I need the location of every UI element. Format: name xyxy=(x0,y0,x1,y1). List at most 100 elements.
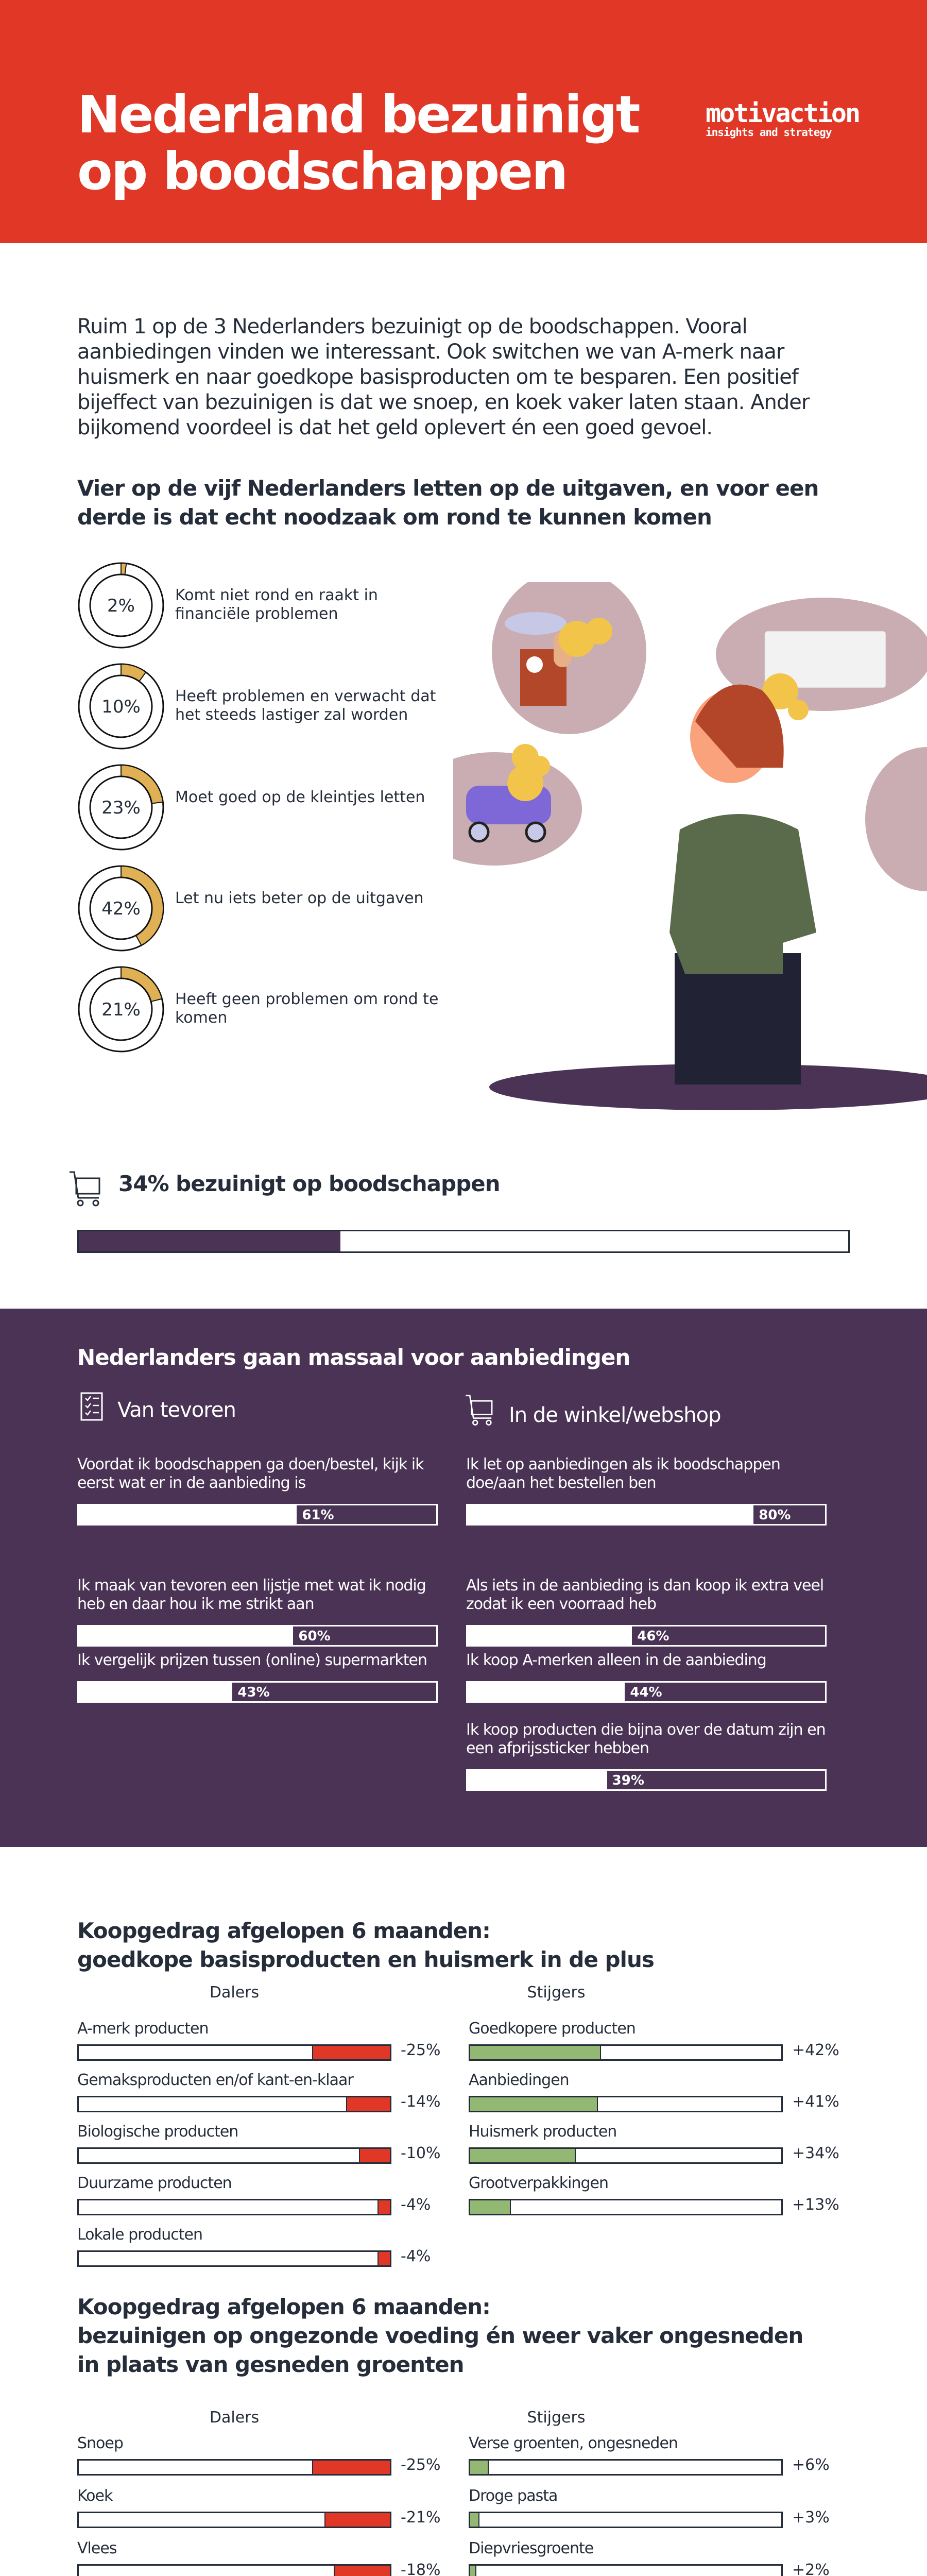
bar-track xyxy=(469,2096,783,2112)
bar-fill xyxy=(470,2046,601,2059)
offer-bar-label: Voordat ik boodschappen ga doen/bestel, … xyxy=(77,1455,424,1492)
offer-bar-item: Ik koop A-merken alleen in de aanbieding… xyxy=(466,1651,827,1703)
bar-track xyxy=(77,2250,391,2267)
offer-bar-fill xyxy=(468,1505,754,1524)
woman-shirt xyxy=(670,814,816,974)
bar-category-label: Biologische producten xyxy=(77,2123,238,2141)
offer-bar-value: 80% xyxy=(759,1507,791,1523)
offer-bar-label: Ik let op aanbiedingen als ik boodschapp… xyxy=(466,1455,781,1492)
offer-bar-item: Ik koop producten die bijna over de datu… xyxy=(466,1721,827,1791)
bar-fill xyxy=(358,2149,390,2162)
bar-category-label: Droge pasta xyxy=(469,2487,558,2505)
donut-segment xyxy=(121,562,127,575)
bar-category-label: Gemaksproducten en/of kant-en-klaar xyxy=(77,2071,354,2089)
daler-bar-item: Biologische producten -10% xyxy=(77,2123,469,2164)
dalers-heading: Dalers xyxy=(209,1984,260,2002)
stijger-bar-item: Verse groenten, ongesneden +6% xyxy=(469,2434,860,2476)
koopgedrag-1: Koopgedrag afgelopen 6 maanden: goedkope… xyxy=(77,1917,850,2267)
stijgers-heading: Stijgers xyxy=(527,1984,586,2002)
donut-row: 10% Heeft problemen en verwacht dat het s… xyxy=(77,663,448,750)
bar-value-label: -4% xyxy=(401,2247,431,2265)
offer-bar-value: 44% xyxy=(630,1685,662,1700)
bar-fill xyxy=(470,2149,576,2162)
logo-tagline: insights and strategy xyxy=(706,126,832,139)
offer-bar-fill xyxy=(79,1626,294,1645)
koop1-title-line1: Koopgedrag afgelopen 6 maanden: xyxy=(77,1918,491,1943)
donut-category-label: Moet goed op de kleintjes letten xyxy=(175,788,425,806)
checklist-icon xyxy=(80,1392,103,1421)
section-title-vier: Vier op de vijf Nederlanders letten op d… xyxy=(77,476,819,530)
donut-value-label: 42% xyxy=(101,899,141,919)
bar-fill xyxy=(470,2513,480,2527)
donut-category-label: Let nu iets beter op de uitgaven xyxy=(175,889,424,907)
stijger-bar-item: Droge pasta +3% xyxy=(469,2487,860,2528)
daler-bar-item: Duurzame producten -4% xyxy=(77,2174,469,2215)
bar-category-label: Verse groenten, ongesneden xyxy=(469,2434,678,2452)
bar-track xyxy=(469,2199,783,2215)
koop2-title-line1: Koopgedrag afgelopen 6 maanden: xyxy=(77,2294,491,2319)
motivaction-logo: motivaction insights and strategy xyxy=(706,100,861,139)
koopgedrag-2: Koopgedrag afgelopen 6 maanden: bezuinig… xyxy=(77,2293,850,2576)
koop2-title-line3: in plaats van gesneden groenten xyxy=(77,2352,465,2377)
offer-bar-item: Voordat ik boodschappen ga doen/bestel, … xyxy=(77,1455,438,1526)
offer-bar-fill xyxy=(468,1771,607,1789)
bar-value-label: +34% xyxy=(792,2144,839,2162)
donut-chart: 2% xyxy=(78,562,164,649)
donut-value-label: 10% xyxy=(101,697,141,717)
daler-bar-item: Vlees -18% xyxy=(77,2539,469,2576)
bar-value-label: +13% xyxy=(792,2196,839,2214)
koop1-title-line2: goedkope basisproducten en huismerk in d… xyxy=(77,1947,655,1972)
bar-category-label: Huismerk producten xyxy=(469,2123,617,2141)
donut-hole xyxy=(89,674,153,738)
stijgers-heading: Stijgers xyxy=(527,2409,586,2427)
bar-category-label: Koek xyxy=(77,2487,113,2505)
donut-row: 42% Let nu iets beter op de uitgaven xyxy=(77,865,448,952)
stijger-bar-item: Goedkopere producten +42% xyxy=(469,2020,860,2061)
bar-fill xyxy=(377,2252,390,2265)
offer-bar-value: 61% xyxy=(302,1507,334,1523)
offer-bar-fill xyxy=(79,1505,297,1524)
donut-category-label: Komt niet rond en raakt in financiële pr… xyxy=(175,586,378,623)
offer-bar-value: 46% xyxy=(637,1629,670,1644)
bar-fill xyxy=(334,2566,390,2576)
dalers-heading: Dalers xyxy=(209,2409,260,2427)
bar-value-label: -25% xyxy=(401,2041,441,2059)
bar-value-label: -14% xyxy=(401,2093,441,2111)
stijger-bar-item: Grootverpakkingen +13% xyxy=(469,2174,860,2215)
stijger-bar-item: Aanbiedingen +41% xyxy=(469,2071,860,2112)
bar-fill xyxy=(312,2461,390,2474)
bar-fill xyxy=(470,2566,477,2576)
offer-bar-item: Als iets in de aanbieding is dan koop ik… xyxy=(466,1577,827,1647)
donut-row: 23% Moet goed op de kleintjes letten xyxy=(77,764,448,851)
donut-category-label: Heeft geen problemen om rond te komen xyxy=(175,990,439,1027)
donut-hole xyxy=(89,876,153,940)
donut-value-label: 2% xyxy=(107,596,135,616)
offer-bar: 46% xyxy=(466,1625,827,1647)
bar-value-label: +3% xyxy=(792,2509,830,2527)
offer-bar-value: 39% xyxy=(612,1773,644,1788)
offer-bar: 61% xyxy=(77,1504,438,1526)
bar-track xyxy=(469,2044,783,2061)
thinking-woman-illustration xyxy=(453,582,927,1110)
donut-chart: 21% xyxy=(78,966,164,1053)
bar-track xyxy=(469,2512,783,2528)
woman-pants xyxy=(675,953,801,1084)
bar-fill xyxy=(470,2461,489,2474)
offer-bar: 39% xyxy=(466,1769,827,1791)
bar-track xyxy=(469,2459,783,2476)
bar-track xyxy=(469,2147,783,2164)
donut-row: 21% Heeft geen problemen om rond te komen xyxy=(77,965,448,1053)
shopping-cart-icon xyxy=(70,1171,100,1207)
bar-category-label: A-merk producten xyxy=(77,2020,209,2038)
donut-category-label: Heeft problemen en verwacht dat het stee… xyxy=(175,687,436,724)
bar-fill xyxy=(470,2097,598,2111)
bar-value-label: +2% xyxy=(792,2561,830,2576)
saving-summary: 34% bezuinigt op boodschappen xyxy=(67,1167,501,1210)
offer-bar-value: 43% xyxy=(237,1685,270,1700)
bar-fill xyxy=(346,2097,390,2111)
saving-title: 34% bezuinigt op boodschappen xyxy=(118,1171,501,1196)
daler-bar-item: Lokale producten -4% xyxy=(77,2226,469,2267)
woman-hair xyxy=(695,684,784,768)
bar-value-label: -10% xyxy=(401,2144,441,2162)
bar-value-label: +6% xyxy=(792,2456,830,2474)
